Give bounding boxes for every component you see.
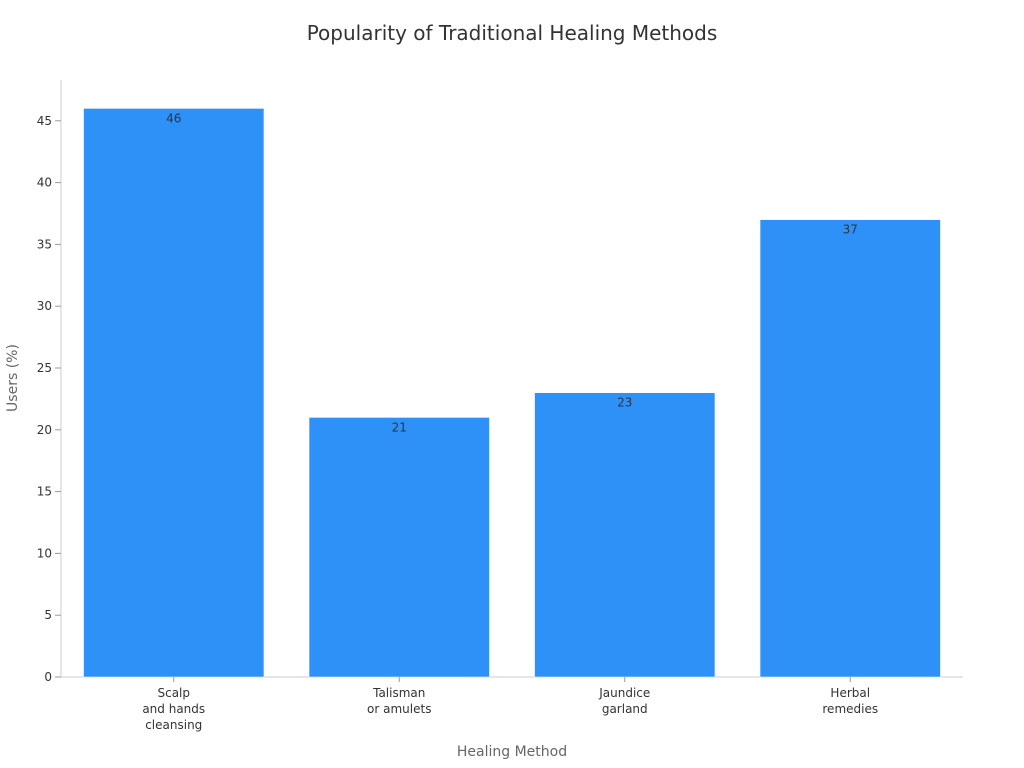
x-axis-label: Healing Method [457,744,567,760]
x-tick-label-line: Jaundice [598,686,650,700]
y-tick-label: 0 [44,670,52,684]
x-tick-label-line: Talisman [372,686,425,700]
x-tick-label-line: garland [602,702,648,716]
data-label: 21 [392,420,407,434]
x-tick-label-line: remedies [822,702,878,716]
y-tick-label: 10 [37,546,52,560]
y-axis-label: Users (%) [5,344,21,412]
data-label: 23 [617,396,632,410]
bar [308,417,490,678]
y-tick-label: 20 [37,423,52,437]
bar [83,108,265,678]
y-tick-label: 30 [37,299,52,313]
x-tick-label: Herbal remedies [822,686,878,716]
y-tick-label: 25 [37,361,52,375]
x-tick-label: Talisman or amulets [367,686,431,716]
y-tick-label: 5 [44,608,52,622]
x-tick-label-line: Scalp [157,686,190,700]
y-tick-label: 15 [37,485,52,499]
x-tick-label-line: or amulets [367,702,431,716]
bar [534,392,716,678]
x-tick-label: Scalp and hands cleansing [142,686,205,732]
y-tick-label: 35 [37,237,52,251]
y-tick-label: 40 [37,176,52,190]
y-tick-label: 45 [37,114,52,128]
bar [759,219,941,678]
data-label: 46 [166,111,181,125]
x-tick-label-line: Herbal [830,686,870,700]
x-tick-label-line: cleansing [145,718,202,732]
x-tick-label-line: and hands [142,702,205,716]
data-label: 37 [843,223,858,237]
x-tick-label: Jaundice garland [598,686,650,716]
chart-title: Popularity of Traditional Healing Method… [307,21,718,45]
plot-area: 0 5 10 15 20 25 30 35 40 45 46 Scalp and hands cleans… [37,80,963,732]
